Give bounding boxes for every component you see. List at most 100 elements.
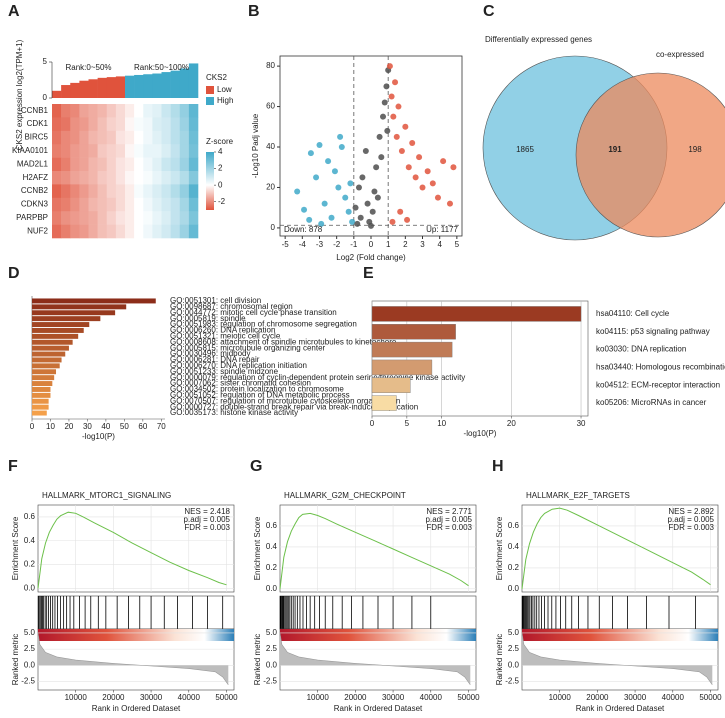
bar [32,410,47,416]
heat-cell [61,184,71,199]
heat-cell [61,157,71,172]
bar [371,341,453,358]
heat-cell [161,157,171,172]
heat-cell [79,117,89,132]
x-tick-label: 3 [420,240,425,249]
heat-cell [179,211,190,225]
point [359,174,366,181]
x-axis-label: Rank in Ordered Dataset [576,704,665,713]
gene-label: PARPBP [16,213,48,222]
heat-cell [152,224,162,239]
point [354,220,361,227]
y-tick-label: 0 [271,223,276,232]
x-tick-label: -1 [350,240,358,249]
colorbar-tick-label: 4 [218,147,223,156]
bar [371,395,397,411]
x-tick-label: 10000 [549,693,572,702]
category-label: GO:0051052: regulation of DNA metabolic … [170,390,350,399]
point [395,103,402,110]
colorbar-tick-label: -2 [218,197,226,206]
y-tick-label: 0.4 [24,536,36,545]
point [371,188,378,195]
heat-cell [170,197,181,212]
plot-title: HALLMARK_MTORC1_SIGNALING [42,491,171,500]
heat-cell [97,144,108,158]
heat-cell [170,224,181,239]
heat-cell [188,197,199,212]
y-tick-label: 0.0 [24,584,36,593]
point [328,214,335,221]
heat-cell [152,144,162,158]
rank-label: Rank:50~100% [134,63,189,72]
panel-label: A [8,3,20,20]
category-label: ko04512: ECM-receptor interaction [596,380,720,389]
heat-cell [134,184,144,199]
point [364,200,371,207]
heat-cell [88,157,98,172]
venn-set [575,72,725,238]
point [331,168,338,175]
heat-cell [97,171,108,185]
heat-cell [125,130,135,145]
heat-cell [115,171,126,185]
stat-label: p.adj = 0.005 [184,515,231,524]
gene-label: CCNB2 [21,186,49,195]
heat-cell [188,224,199,239]
point [373,164,380,171]
expression-bar [161,72,171,98]
point [397,208,404,215]
heat-cell [79,171,89,185]
category-label: GO:0051301: cell division [170,296,261,305]
y-tick-label: 0.2 [266,563,278,572]
y-tick-label: 0.0 [508,584,520,593]
heat-cell [115,224,126,239]
series-label: Up: 1177 [426,225,458,234]
category-label: GO:0035173: histone kinase activity [170,408,298,417]
expression-bar [143,74,153,98]
rank-color-band [280,629,476,641]
point [384,127,391,134]
category-label: hsa03440: Homologous recombination [596,363,725,372]
es-curve [37,511,227,589]
heat-cell [79,104,89,118]
panel-label: D [8,265,20,282]
y-axis-label: Enrichment Score [253,516,262,580]
heat-cell [115,117,126,132]
bar [32,339,73,345]
y-tick-label: -2.5 [21,677,35,686]
panel-label: G [250,458,262,475]
metric-line [279,632,471,685]
expression-bar [115,76,126,98]
category-label: GO:0044772: mitotic cell cycle phase tra… [170,308,337,317]
y-axis-label: Enrichment Score [495,516,504,580]
bar [32,381,53,387]
heat-cell [143,117,153,132]
category-label: GO:0005815: microtubule organizing cente… [170,343,326,352]
x-tick-label: 70 [157,422,166,431]
point [386,63,393,70]
point [337,133,344,140]
legend-title: CKS2 [206,73,227,82]
y-tick-label: 0.6 [508,521,520,530]
y-axis-label: CKS2 expression log2(TPM+1) [15,39,24,150]
x-tick-label: 10 [437,419,446,428]
y-tick-label: 5.0 [24,628,36,637]
x-tick-label: 30 [83,422,92,431]
expression-bar [188,63,199,98]
heat-cell [179,144,190,158]
heat-cell [52,157,62,172]
stat-label: FDR = 0.003 [184,523,230,532]
y-tick-label: -2.5 [505,677,519,686]
y-tick-label: 80 [266,61,275,70]
heat-cell [125,104,135,118]
point [352,204,359,211]
bar [32,386,51,392]
heat-cell [97,211,108,225]
heat-cell [188,211,199,225]
heat-cell [106,211,117,225]
heat-cell [88,171,98,185]
x-tick-label: 10 [46,422,55,431]
set-label: co-expressed [656,50,704,59]
heat-cell [97,184,108,199]
x-axis-label: -log10(P) [464,429,497,438]
